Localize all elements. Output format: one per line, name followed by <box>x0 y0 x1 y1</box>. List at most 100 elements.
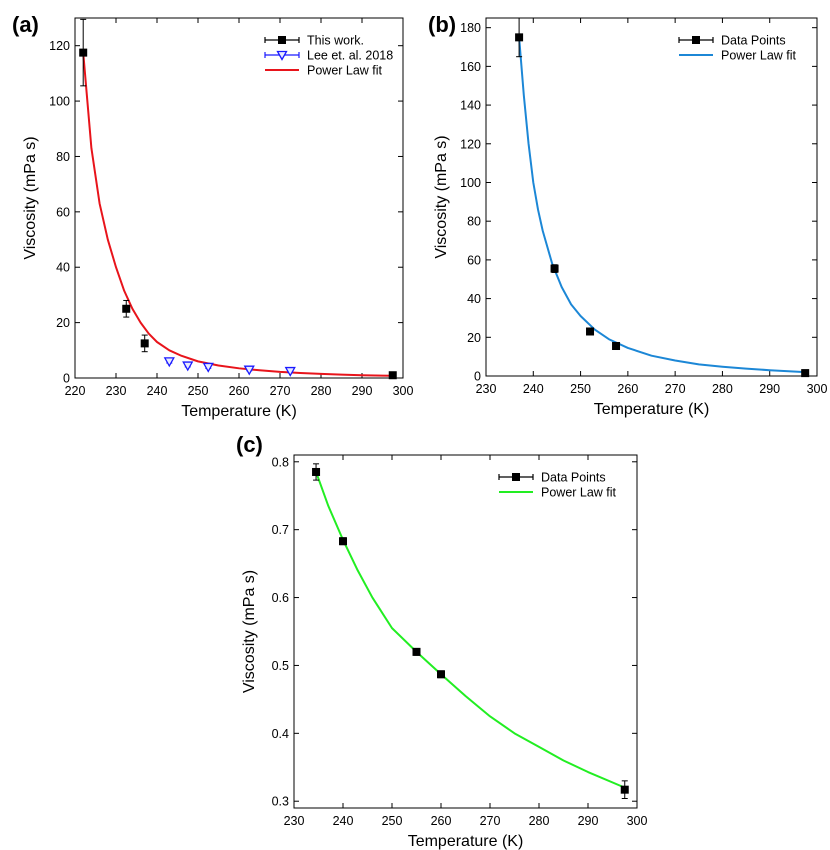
panel-b-y-tick-label: 180 <box>460 21 481 35</box>
panel-a-data-point <box>122 299 131 318</box>
panel-c-x-tick-label: 280 <box>529 814 550 828</box>
panel-a-y-tick-label: 60 <box>56 205 70 219</box>
panel-a-triangle-marker <box>284 366 296 377</box>
panel-a-square-marker <box>388 371 397 380</box>
panel-c-y-tick-label: 0.5 <box>272 659 289 673</box>
panel-a-data-point <box>202 362 214 373</box>
panel-b-y-tick-label: 0 <box>474 370 481 384</box>
panel-b-data-point <box>586 327 595 336</box>
panel-b-square-marker <box>801 369 810 378</box>
panel-a-legend-triangle-marker <box>276 50 288 61</box>
panel-a-y-tick-label: 0 <box>63 372 70 386</box>
panel-a-data-point <box>284 366 296 377</box>
panel-b-y-tick-label: 100 <box>460 176 481 190</box>
panel-a-legend-label: Power Law fit <box>307 64 383 78</box>
panel-b: (b) 230 240 250 260 270 280 290 300 0 20 40 60 80 100… <box>428 12 827 418</box>
panel-c-legend-label: Power Law fit <box>541 486 617 500</box>
panel-c-square-marker <box>339 537 347 546</box>
panel-a-y-axis-title: Viscosity (mPa s) <box>22 136 39 259</box>
panel-c-y-tick-label: 0.6 <box>272 591 289 605</box>
panel-c-data-point <box>437 670 445 679</box>
panel-b-y-tick-label: 80 <box>467 215 481 229</box>
panel-a-fit-line <box>82 51 394 377</box>
panel-c-x-tick-label: 260 <box>431 814 452 828</box>
panel-a-x-tick-label: 300 <box>393 384 414 398</box>
panel-a-data-point <box>182 361 194 372</box>
panel-b-x-tick-label: 240 <box>523 382 544 396</box>
panel-b-x-tick-label: 300 <box>807 382 828 396</box>
panel-a-data-point <box>388 371 397 380</box>
panel-a: (a) 220 230 240 250 260 270 280 290 300 0 20 40 60 80… <box>12 12 413 420</box>
panel-a-x-tick-label: 270 <box>270 384 291 398</box>
panel-a-data-point <box>140 334 149 353</box>
panel-b-y-axis-title: Viscosity (mPa s) <box>433 135 450 258</box>
panel-a-y-tick-label: 20 <box>56 316 70 330</box>
panel-b-square-marker <box>612 342 621 351</box>
panel-c-plot-frame <box>293 454 638 809</box>
panel-c-legend-square-marker <box>512 473 520 481</box>
panel-a-triangle-marker <box>163 357 175 368</box>
panel-a-triangle-marker <box>182 361 194 372</box>
panel-a-square-marker <box>79 48 88 57</box>
panel-a-x-tick-label: 240 <box>147 384 168 398</box>
panel-a-y-tick-label: 100 <box>49 95 70 109</box>
panel-b-square-marker <box>586 327 595 336</box>
panel-c-y-tick-label: 0.4 <box>272 727 289 741</box>
panel-a-x-tick-label: 230 <box>106 384 127 398</box>
panel-b-legend-label: Power Law fit <box>721 49 797 63</box>
panel-b-x-tick-label: 270 <box>665 382 686 396</box>
panel-a-y-tick-label: 40 <box>56 261 70 275</box>
panel-c-x-axis-title: Temperature (K) <box>408 833 524 850</box>
panel-c-square-marker <box>312 467 321 476</box>
panel-a-y-tick-label: 80 <box>56 150 70 164</box>
panel-b-y-tick-label: 120 <box>460 137 481 151</box>
panel-b-square-marker <box>515 33 524 42</box>
panel-b-y-tick-label: 40 <box>467 292 481 306</box>
panel-c-data-point <box>620 780 629 799</box>
panel-b-legend-entry: Data Points <box>678 34 786 48</box>
panel-b-y-tick-label: 20 <box>467 331 481 345</box>
panel-b-x-tick-label: 280 <box>712 382 733 396</box>
panel-a-legend-entry: Lee et. al. 2018 <box>264 49 393 63</box>
panel-b-data-point <box>801 369 810 378</box>
panel-b-x-tick-label: 250 <box>570 382 591 396</box>
panel-c: (c) 230 240 250 260 270 280 290 300 0.3 0.4 0.5 0.6… <box>236 432 647 850</box>
panel-b-data-point <box>550 264 559 273</box>
panel-a-x-tick-label: 220 <box>65 384 86 398</box>
panel-a-square-marker <box>140 339 149 348</box>
panel-a-data-point <box>243 365 255 376</box>
panel-a-legend-square-marker <box>278 36 286 44</box>
panel-b-legend-label: Data Points <box>721 34 786 48</box>
panel-a-x-axis-title: Temperature (K) <box>181 403 297 420</box>
panel-c-x-tick-label: 240 <box>333 814 354 828</box>
panel-c-legend-entry: Power Law fit <box>499 486 617 500</box>
panel-c-data-point <box>312 463 321 481</box>
panel-c-legend-entry: Data Points <box>498 471 606 485</box>
panel-b-legend-square-marker <box>692 36 700 44</box>
panel-c-legend-label: Data Points <box>541 471 606 485</box>
panel-b-x-tick-label: 290 <box>759 382 780 396</box>
panel-b-y-tick-label: 140 <box>460 99 481 113</box>
panel-b-data-point <box>515 17 524 58</box>
panel-a-legend-label: Lee et. al. 2018 <box>307 49 393 63</box>
panel-c-y-tick-label: 0.8 <box>272 455 289 469</box>
panel-a-y-tick-label: 120 <box>49 39 70 53</box>
panel-c-x-tick-label: 300 <box>627 814 648 828</box>
panel-b-square-marker <box>550 264 559 273</box>
panel-b-legend-entry: Power Law fit <box>679 49 797 63</box>
panel-a-legend-label: This work. <box>307 34 364 48</box>
panel-a-data-point <box>79 18 88 87</box>
panel-a-legend-entry: Power Law fit <box>265 64 383 78</box>
panel-c-x-tick-label: 270 <box>480 814 501 828</box>
panel-c-x-tick-label: 290 <box>578 814 599 828</box>
panel-c-data-point <box>339 537 347 546</box>
panel-a-data-point <box>163 357 175 368</box>
panel-a-x-tick-label: 280 <box>311 384 332 398</box>
panel-b-letter: (b) <box>428 12 456 37</box>
panel-b-fit-line <box>518 36 807 374</box>
panel-a-square-marker <box>122 304 131 313</box>
